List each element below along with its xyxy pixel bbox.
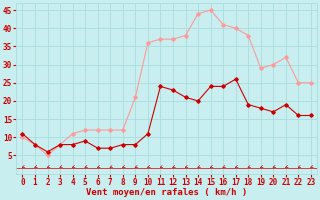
X-axis label: Vent moyen/en rafales ( km/h ): Vent moyen/en rafales ( km/h ) [86, 188, 247, 197]
